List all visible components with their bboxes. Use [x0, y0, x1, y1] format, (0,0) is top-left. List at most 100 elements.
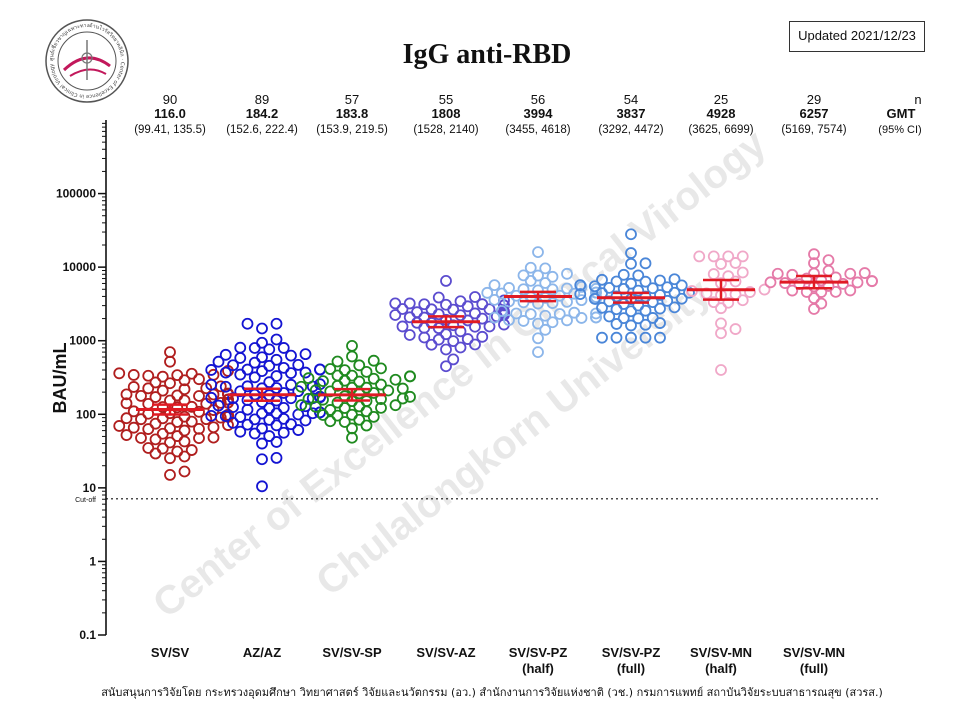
data-point [219, 410, 232, 423]
group-ci-label: (3625, 6699) [688, 124, 753, 136]
data-point [324, 415, 337, 428]
data-point [234, 341, 247, 354]
data-point [277, 412, 290, 425]
data-point [353, 359, 366, 372]
data-point [447, 353, 460, 366]
data-point [120, 429, 133, 441]
data-point [532, 246, 544, 259]
data-point [375, 362, 387, 375]
header-n-label: n [914, 92, 921, 107]
data-point [639, 331, 652, 344]
x-category-sublabel: (half) [522, 661, 554, 676]
data-point [389, 297, 402, 310]
data-point [214, 396, 227, 409]
data-point [171, 389, 184, 402]
group-n-label: 89 [255, 92, 269, 107]
data-point [532, 346, 544, 359]
group-ci-label: (5169, 7574) [781, 124, 846, 136]
data-point [178, 383, 191, 396]
data-point [654, 331, 666, 344]
data-point [331, 409, 344, 422]
data-point [722, 296, 735, 309]
group-n-label: 55 [439, 92, 453, 107]
group-n-label: 56 [531, 92, 545, 107]
data-point [302, 392, 315, 405]
data-point [786, 284, 799, 297]
data-point [227, 392, 239, 405]
data-point [389, 399, 402, 412]
x-category-label: SV/SV-MN [783, 645, 845, 660]
data-point [149, 391, 162, 403]
data-point [142, 382, 155, 395]
data-point [481, 286, 494, 299]
data-point [603, 310, 616, 323]
data-point [440, 343, 452, 356]
data-point [263, 402, 276, 415]
data-point [263, 343, 276, 356]
data-point [205, 409, 218, 422]
group-ci-label: (3455, 4618) [505, 124, 570, 136]
data-point [164, 422, 176, 435]
data-point [822, 254, 835, 267]
data-point [248, 413, 261, 426]
data-point [851, 276, 864, 289]
data-point [411, 306, 423, 319]
data-point [639, 318, 652, 331]
data-point [532, 317, 544, 330]
data-point [314, 363, 326, 376]
data-point [127, 369, 140, 381]
group-n-label: 29 [807, 92, 821, 107]
data-point [454, 295, 467, 308]
data-point [270, 317, 283, 330]
data-point [837, 277, 849, 290]
data-point [171, 430, 184, 442]
data-point [461, 333, 474, 345]
data-point [241, 403, 254, 416]
watermark: Center of Excellence in Clinical Virolog… [145, 121, 775, 626]
data-point [469, 307, 481, 320]
data-point [219, 366, 232, 379]
data-point [822, 264, 835, 277]
x-category-sublabel: (full) [617, 661, 645, 676]
data-point [715, 327, 727, 340]
center-logo: ศูนย์เชี่ยวชาญเฉพาะทางด้านไวรัสวิทยาคลิน… [45, 19, 129, 103]
data-point [736, 266, 749, 279]
footer-funding-text: สนับสนุนการวิจัยโดย กระทรวงอุดมศึกษา วิท… [101, 685, 883, 699]
data-point [164, 346, 176, 359]
data-point [135, 390, 147, 402]
data-point [142, 442, 155, 454]
data-point [127, 381, 140, 393]
data-point [488, 311, 501, 324]
group-gmt-label: 4928 [707, 106, 736, 121]
data-point [461, 300, 474, 313]
data-point [488, 293, 501, 306]
data-point [270, 353, 283, 366]
data-point [625, 319, 637, 332]
data-point [532, 269, 544, 282]
data-point [404, 370, 416, 383]
data-point [396, 303, 409, 315]
data-point [171, 445, 184, 458]
data-point [178, 424, 191, 437]
x-category-label: SV/SV-PZ [509, 645, 568, 660]
data-point [324, 404, 337, 416]
data-point [248, 427, 261, 440]
data-point [517, 283, 530, 296]
data-point [715, 302, 727, 315]
data-point [135, 432, 147, 444]
data-point [207, 421, 220, 434]
data-point [309, 384, 322, 397]
data-point [241, 317, 254, 330]
data-point [646, 312, 659, 324]
group-n-label: 57 [345, 92, 359, 107]
data-point [844, 267, 857, 280]
data-point [164, 469, 176, 481]
data-point [539, 262, 552, 275]
y-tick-label: 0.1 [79, 628, 96, 642]
x-category-label: SV/SV-AZ [416, 645, 475, 660]
group-gmt-label: 6257 [800, 106, 829, 121]
group-gmt-label: 3994 [524, 106, 554, 121]
data-point [744, 286, 756, 298]
data-point [524, 261, 537, 274]
data-point [483, 320, 496, 333]
